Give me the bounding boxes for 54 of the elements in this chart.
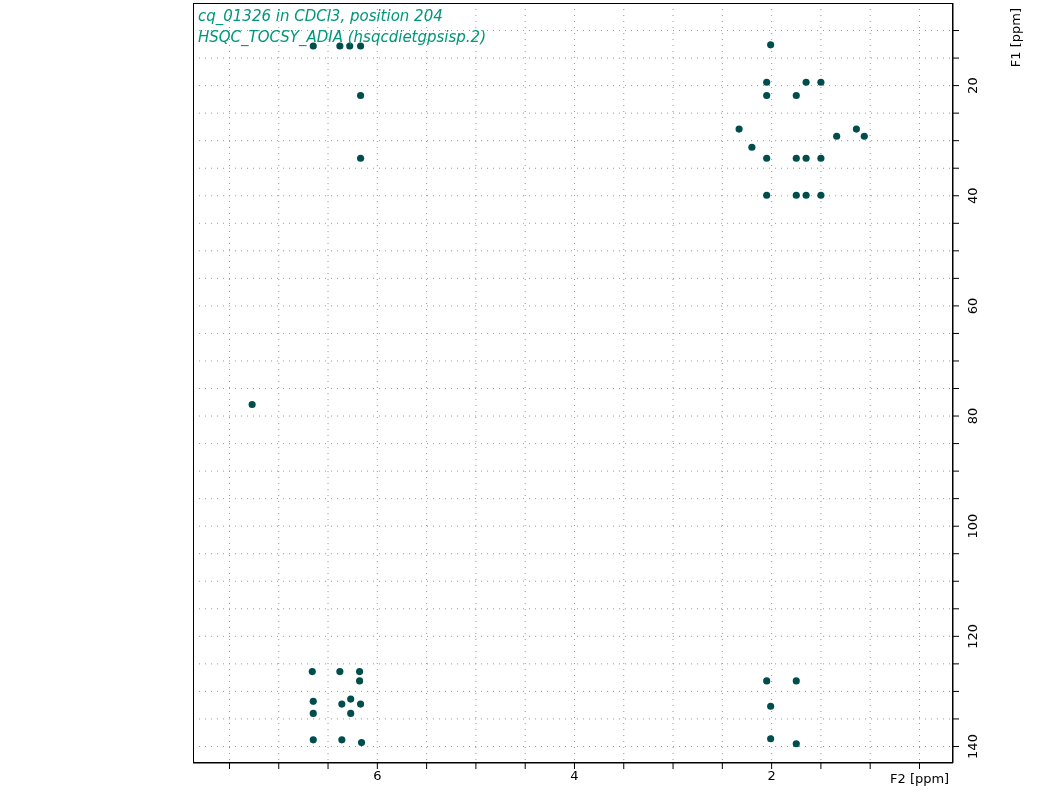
- point: [802, 191, 810, 199]
- y-axis-title: F1 [ppm]: [1008, 8, 1023, 68]
- point: [763, 78, 771, 86]
- point: [309, 709, 317, 717]
- point: [767, 735, 775, 743]
- y-tick-label: 80: [965, 407, 981, 425]
- point: [763, 677, 771, 685]
- point: [309, 736, 317, 744]
- point: [338, 736, 346, 744]
- point: [860, 132, 868, 140]
- point: [357, 700, 365, 708]
- point: [357, 154, 365, 162]
- point: [347, 695, 355, 703]
- point: [356, 677, 364, 685]
- point: [763, 91, 771, 100]
- point: [356, 668, 364, 676]
- y-tick-label: 20: [965, 77, 981, 94]
- point: [309, 697, 317, 705]
- point: [792, 191, 800, 199]
- y-tick-label: 120: [965, 623, 981, 649]
- point: [792, 91, 800, 100]
- point: [792, 740, 800, 748]
- x-tick-label: 6: [373, 768, 382, 784]
- text: HSQC_TOCSY_ADIA (hsqcdietgpsisp.2): [198, 27, 487, 48]
- y-tick-label: 40: [965, 187, 981, 205]
- point: [817, 154, 825, 162]
- point: [817, 191, 825, 199]
- y-tick-label: 140: [965, 734, 981, 759]
- point: [763, 154, 771, 162]
- chart-title: cq_01326 in CDCl3, position 204: [198, 6, 444, 27]
- point: [357, 91, 365, 100]
- point: [767, 702, 775, 710]
- point: [338, 700, 346, 708]
- point: [308, 668, 316, 676]
- point: [852, 125, 860, 133]
- point: [347, 709, 355, 717]
- x-axis-title: F2 [ppm]: [890, 771, 950, 786]
- point: [357, 739, 366, 747]
- x-tick-label: 4: [570, 768, 579, 784]
- point: [802, 78, 810, 86]
- point: [802, 154, 810, 162]
- point: [336, 668, 344, 676]
- point: [748, 143, 756, 151]
- y-tick-label: 100: [965, 513, 981, 539]
- point: [833, 132, 841, 140]
- x-tick-label: 2: [767, 768, 776, 784]
- point: [763, 191, 771, 199]
- point: [735, 125, 743, 133]
- point: [792, 154, 800, 162]
- point: [792, 677, 800, 685]
- point: [248, 400, 256, 409]
- point: [767, 41, 775, 49]
- y-tick-label: 60: [965, 297, 981, 315]
- point: [817, 78, 825, 86]
